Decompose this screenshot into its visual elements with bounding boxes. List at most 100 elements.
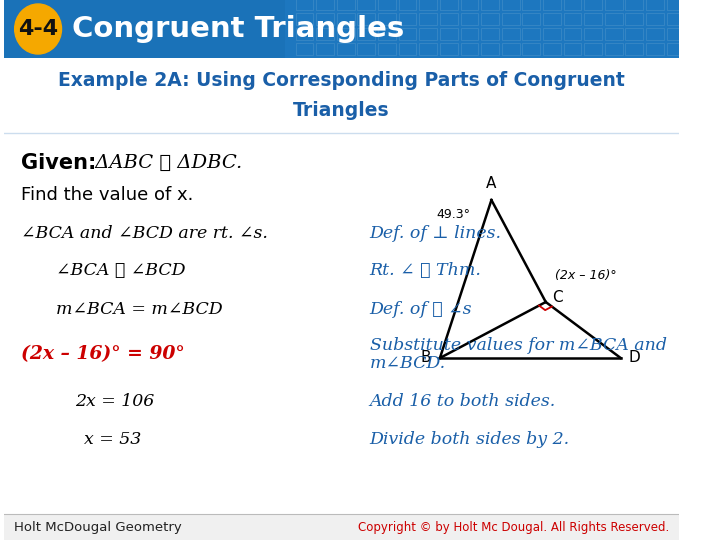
Bar <box>605 28 623 40</box>
Text: C: C <box>552 291 563 306</box>
Bar <box>564 13 581 25</box>
Text: Congruent Triangles: Congruent Triangles <box>72 15 404 43</box>
Text: ∠BCA ≅ ∠BCD: ∠BCA ≅ ∠BCD <box>56 262 185 280</box>
Text: Given:: Given: <box>21 153 96 173</box>
Text: Def. of ≅ ∠s: Def. of ≅ ∠s <box>369 300 472 318</box>
Text: Triangles: Triangles <box>293 100 390 119</box>
Bar <box>646 28 664 40</box>
Text: ΔABC ≅ ΔDBC.: ΔABC ≅ ΔDBC. <box>89 154 242 172</box>
Bar <box>296 0 313 10</box>
Bar <box>584 28 602 40</box>
Text: Rt. ∠ ≅ Thm.: Rt. ∠ ≅ Thm. <box>369 262 482 280</box>
Bar <box>316 0 334 10</box>
Bar <box>543 43 561 55</box>
Bar <box>399 13 416 25</box>
Bar <box>419 13 437 25</box>
Bar <box>399 0 416 10</box>
Bar <box>296 28 313 40</box>
Bar <box>584 43 602 55</box>
Bar <box>481 43 499 55</box>
Bar <box>399 43 416 55</box>
Bar <box>626 13 643 25</box>
Bar <box>543 28 561 40</box>
Bar <box>564 28 581 40</box>
Bar <box>564 43 581 55</box>
Bar <box>296 43 313 55</box>
Bar <box>358 28 375 40</box>
Bar <box>646 13 664 25</box>
Circle shape <box>14 4 61 54</box>
Bar <box>4 58 679 133</box>
Bar <box>522 13 540 25</box>
Bar <box>481 0 499 10</box>
Bar <box>316 28 334 40</box>
Bar <box>337 0 355 10</box>
Bar <box>522 28 540 40</box>
Bar <box>522 0 540 10</box>
Text: Divide both sides by 2.: Divide both sides by 2. <box>369 431 570 449</box>
Bar <box>440 0 458 10</box>
Text: B: B <box>421 350 431 366</box>
Text: Substitute values for m∠BCA and: Substitute values for m∠BCA and <box>369 338 667 354</box>
Text: A: A <box>486 176 497 191</box>
Text: 2x = 106: 2x = 106 <box>75 394 154 410</box>
Bar <box>419 43 437 55</box>
Bar <box>502 43 520 55</box>
Text: m∠BCD.: m∠BCD. <box>369 355 446 373</box>
Text: 49.3°: 49.3° <box>437 207 471 220</box>
Bar <box>605 0 623 10</box>
Bar <box>337 28 355 40</box>
Bar <box>584 0 602 10</box>
Bar <box>461 43 478 55</box>
Bar <box>378 43 396 55</box>
Text: Holt McDougal Geometry: Holt McDougal Geometry <box>14 521 181 534</box>
Bar <box>461 13 478 25</box>
Bar <box>296 13 313 25</box>
Bar <box>4 0 679 58</box>
Text: 4-4: 4-4 <box>18 19 58 39</box>
Bar <box>358 43 375 55</box>
Bar <box>667 13 685 25</box>
Bar <box>358 13 375 25</box>
Text: D: D <box>628 350 640 366</box>
Bar <box>285 0 679 58</box>
Bar <box>358 0 375 10</box>
Bar <box>667 28 685 40</box>
Bar <box>543 13 561 25</box>
Bar <box>337 13 355 25</box>
Bar <box>316 43 334 55</box>
Text: Find the value of x.: Find the value of x. <box>21 186 194 204</box>
Bar <box>440 28 458 40</box>
Bar <box>626 28 643 40</box>
Bar <box>502 13 520 25</box>
Bar <box>543 0 561 10</box>
Text: x = 53: x = 53 <box>84 431 141 449</box>
Bar <box>461 0 478 10</box>
Text: Copyright © by Holt Mc Dougal. All Rights Reserved.: Copyright © by Holt Mc Dougal. All Right… <box>358 521 670 534</box>
Bar <box>502 28 520 40</box>
Bar <box>378 13 396 25</box>
Bar <box>605 13 623 25</box>
Bar <box>584 13 602 25</box>
Bar <box>461 28 478 40</box>
Bar <box>564 0 581 10</box>
Text: m∠BCA = m∠BCD: m∠BCA = m∠BCD <box>56 300 222 318</box>
Text: Example 2A: Using Corresponding Parts of Congruent: Example 2A: Using Corresponding Parts of… <box>58 71 625 90</box>
Bar <box>316 13 334 25</box>
Bar <box>626 0 643 10</box>
Bar <box>337 43 355 55</box>
Bar <box>481 13 499 25</box>
Bar <box>378 0 396 10</box>
Bar <box>399 28 416 40</box>
Bar <box>522 43 540 55</box>
Text: Def. of ⊥ lines.: Def. of ⊥ lines. <box>369 225 502 241</box>
Text: (2x – 16)° = 90°: (2x – 16)° = 90° <box>21 345 185 363</box>
Bar <box>667 43 685 55</box>
Text: ∠BCA and ∠BCD are rt. ∠s.: ∠BCA and ∠BCD are rt. ∠s. <box>21 225 268 241</box>
Bar <box>419 28 437 40</box>
Bar <box>646 0 664 10</box>
Bar <box>440 43 458 55</box>
Bar <box>419 0 437 10</box>
Bar <box>4 514 679 540</box>
Bar <box>626 43 643 55</box>
